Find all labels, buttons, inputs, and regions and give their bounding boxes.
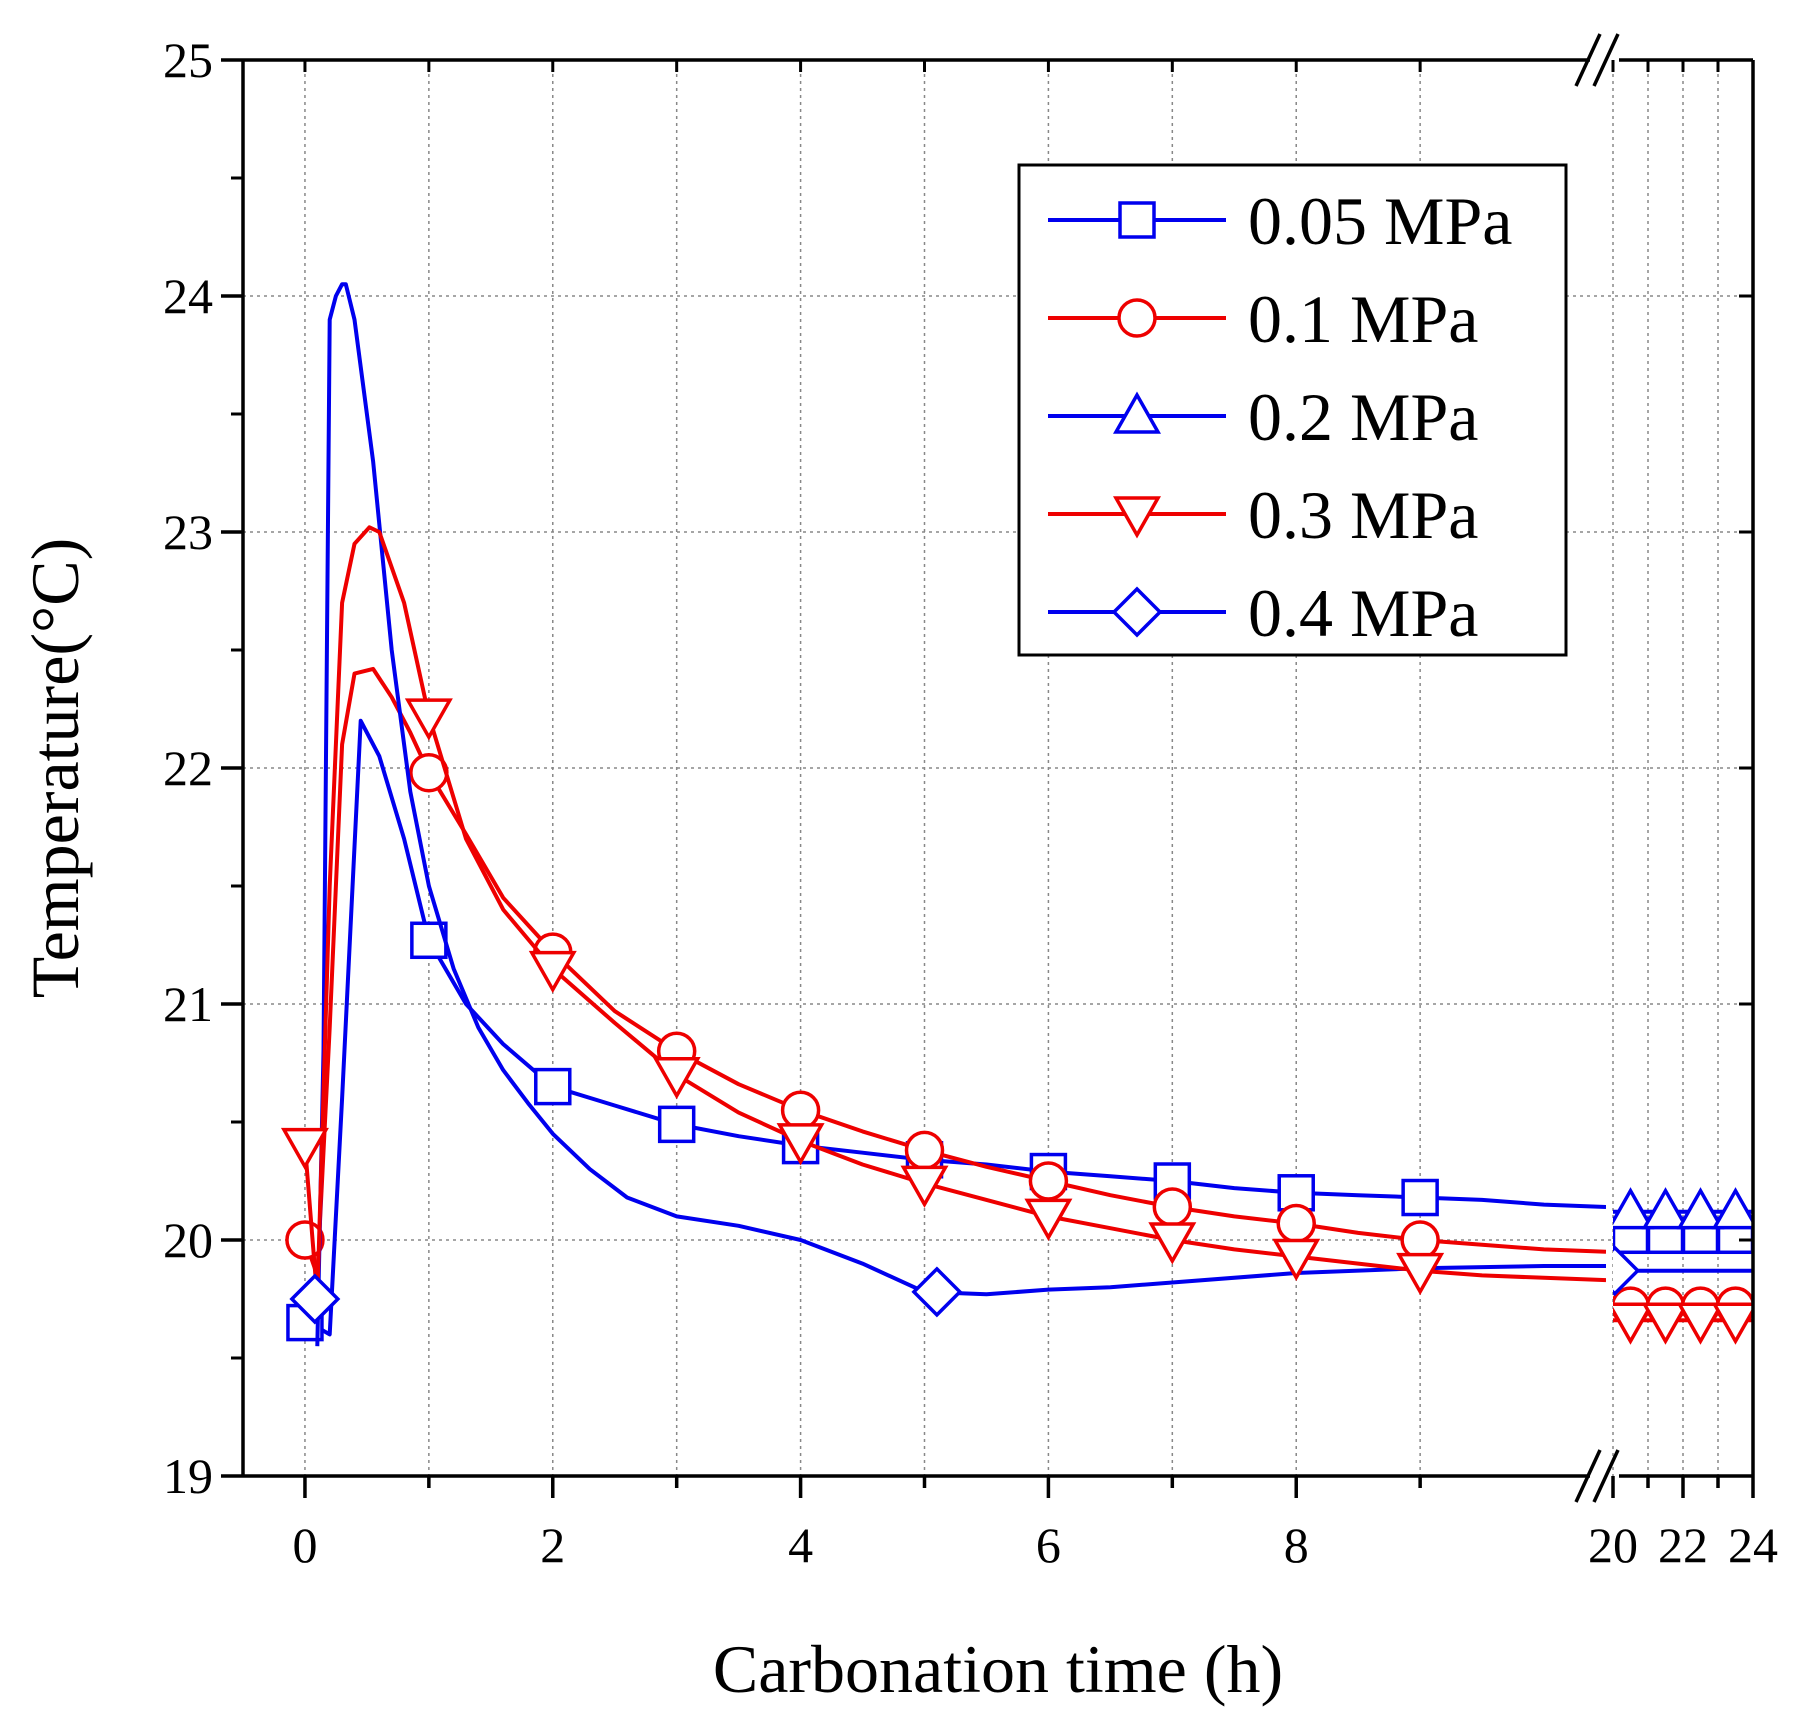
data-point	[780, 1090, 821, 1130]
legend-entry: 0.4 MPa	[1048, 575, 1478, 651]
legend-marker	[1112, 391, 1162, 434]
x-tick-label: 20	[1588, 1517, 1638, 1573]
axis-break-mark	[1574, 33, 1602, 87]
y-axis-title: Temperature(°C)	[17, 538, 93, 998]
data-point	[657, 1105, 696, 1144]
series-0-4-mpa	[289, 1245, 1753, 1325]
series-segment-2	[1613, 1302, 1753, 1345]
data-point	[1148, 1222, 1197, 1265]
data-point	[1272, 1238, 1321, 1282]
data-point	[1401, 1178, 1439, 1217]
data-point	[904, 1130, 945, 1171]
data-point	[1711, 1302, 1753, 1345]
series-segment-2	[1613, 1245, 1753, 1297]
legend: 0.05 MPa 0.1 MPa 0.2 MPa 0.3 MPa 0.4 MPa	[1017, 163, 1568, 657]
legend-entry: 0.05 MPa	[1048, 183, 1512, 259]
data-point	[1641, 1187, 1690, 1230]
data-point	[776, 1123, 825, 1166]
data-point	[289, 1273, 341, 1325]
data-point	[404, 698, 453, 741]
axis-break-mark	[1592, 33, 1620, 87]
axis-break-mark	[1592, 1449, 1620, 1503]
series-0-2-mpa	[315, 282, 1753, 1347]
data-point	[911, 1266, 963, 1318]
data-point	[1613, 1245, 1641, 1297]
data-point	[1613, 1187, 1655, 1230]
axis-break-mark	[1574, 1449, 1602, 1503]
x-tick-label: 6	[1036, 1517, 1061, 1573]
series-segment-1	[289, 1266, 963, 1325]
legend-marker	[1112, 496, 1162, 539]
data-point	[1676, 1302, 1725, 1345]
y-tick-label: 19	[163, 1448, 213, 1504]
x-axis-title: Carbonation time (h)	[713, 1631, 1283, 1707]
x-tick-label: 22	[1658, 1517, 1708, 1573]
data-point	[652, 1057, 701, 1100]
data-point	[528, 950, 577, 994]
x-tick-label: 4	[788, 1517, 813, 1573]
data-point	[1276, 1203, 1316, 1244]
legend-label: 0.2 MPa	[1248, 379, 1478, 455]
legend-marker	[1117, 298, 1157, 338]
series-line	[315, 282, 1606, 1347]
grid	[243, 60, 1754, 1476]
series-line	[304, 718, 1606, 1337]
legend-entry: 0.2 MPa	[1048, 379, 1478, 455]
legend-marker	[1118, 201, 1156, 239]
data-point	[1641, 1302, 1690, 1345]
data-point	[1400, 1220, 1440, 1260]
series-line	[303, 525, 1606, 1301]
series-segment-1	[315, 282, 1606, 1347]
y-tick-label: 21	[163, 976, 213, 1032]
y-tick-label: 23	[163, 504, 213, 560]
data-point	[900, 1165, 949, 1208]
x-tick-label: 2	[540, 1517, 565, 1573]
data-point	[1396, 1252, 1445, 1296]
y-tick-label: 20	[163, 1212, 213, 1268]
x-tick-label: 0	[292, 1517, 317, 1573]
data-point	[1711, 1187, 1753, 1230]
data-point	[280, 1127, 329, 1171]
series-segment-2	[1613, 1187, 1753, 1230]
series-line	[303, 666, 1606, 1278]
legend-label: 0.05 MPa	[1248, 183, 1512, 259]
legend-entry: 0.3 MPa	[1048, 477, 1478, 553]
data-point	[1024, 1198, 1073, 1241]
legend-label: 0.4 MPa	[1248, 575, 1478, 651]
legend-label: 0.3 MPa	[1248, 477, 1478, 553]
data-point	[534, 1067, 572, 1106]
series-0-3-mpa	[280, 525, 1753, 1345]
y-tick-label: 25	[163, 32, 213, 88]
legend-box	[1017, 163, 1568, 657]
data-point	[1152, 1187, 1193, 1227]
legend-entry: 0.1 MPa	[1048, 281, 1478, 357]
x-tick-label: 24	[1728, 1517, 1778, 1573]
data-point	[1676, 1187, 1725, 1230]
legend-marker	[1111, 586, 1163, 638]
series	[280, 282, 1753, 1347]
x-tick-label: 8	[1284, 1517, 1309, 1573]
data-point	[1613, 1302, 1655, 1345]
series-segment-1	[280, 525, 1606, 1301]
legend-label: 0.1 MPa	[1248, 281, 1478, 357]
data-point	[1028, 1161, 1069, 1201]
y-tick-label: 22	[163, 740, 213, 796]
y-tick-label: 24	[163, 268, 213, 324]
